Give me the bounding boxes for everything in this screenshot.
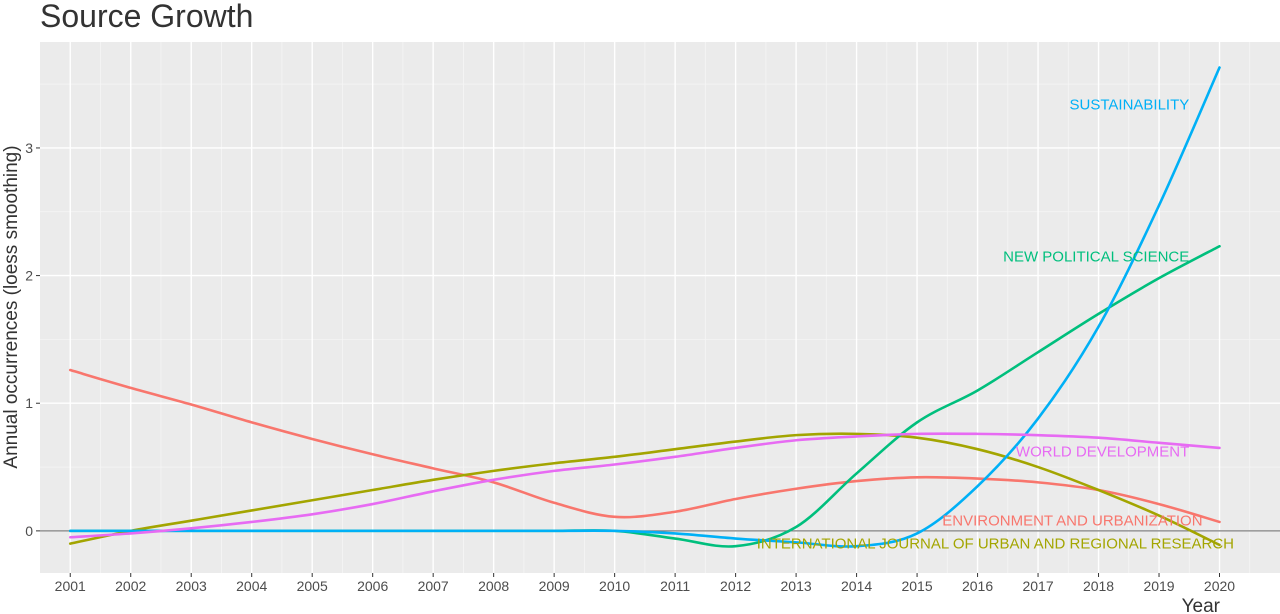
grid — [40, 42, 1280, 573]
axis-ticks: 2001 2002 2003 2004 2005 2006 2007 2008 2009 2010… — [25, 140, 1235, 594]
x-tick-label: 2006 — [357, 578, 388, 594]
x-tick-label: 2013 — [781, 578, 812, 594]
series-label-environment-and-urbanization: ENVIRONMENT AND URBANIZATION — [942, 513, 1202, 530]
x-tick-label: 2008 — [478, 578, 509, 594]
x-tick-label: 2018 — [1083, 578, 1114, 594]
y-tick-label: 2 — [25, 268, 33, 284]
x-tick-label: 2016 — [962, 578, 993, 594]
x-tick-label: 2019 — [1143, 578, 1174, 594]
x-tick-label: 2007 — [418, 578, 449, 594]
x-tick-label: 2001 — [55, 578, 86, 594]
y-tick-label: 1 — [25, 395, 33, 411]
series-label-new-political-science: NEW POLITICAL SCIENCE — [1003, 248, 1189, 265]
y-tick-label: 0 — [25, 523, 33, 539]
y-tick-label: 3 — [25, 140, 33, 156]
series-line-sustainability — [68, 66, 1221, 548]
x-tick-label: 2012 — [720, 578, 751, 594]
series-line-environment-and-urbanization — [68, 368, 1221, 524]
x-tick-label: 2015 — [901, 578, 932, 594]
x-tick-label: 2002 — [115, 578, 146, 594]
series-label-world-development: WORLD DEVELOPMENT — [1016, 444, 1189, 461]
series-line-world-development — [68, 432, 1221, 539]
x-tick-label: 2005 — [297, 578, 328, 594]
series-line-international-journal-of-urban-and-regional-research — [68, 432, 1221, 547]
x-tick-label: 2020 — [1204, 578, 1235, 594]
plot-panel — [40, 42, 1280, 573]
chart-title: Source Growth — [40, 0, 254, 34]
series-label-international-journal-of-urban-and-regional-research: INTERNATIONAL JOURNAL OF URBAN AND REGIO… — [757, 536, 1234, 553]
y-axis-title: Annual occurrences (loess smoothing) — [1, 145, 22, 468]
x-tick-label: 2003 — [176, 578, 207, 594]
x-tick-label: 2017 — [1022, 578, 1053, 594]
x-tick-label: 2010 — [599, 578, 630, 594]
x-tick-label: 2014 — [841, 578, 872, 594]
x-tick-label: 2011 — [660, 578, 690, 594]
series-label-sustainability: SUSTAINABILITY — [1070, 97, 1190, 114]
x-tick-label: 2009 — [539, 578, 570, 594]
x-tick-label: 2004 — [236, 578, 267, 594]
series-labels: ENVIRONMENT AND URBANIZATION INTERNATIONA… — [757, 97, 1234, 553]
x-axis-title: Year — [1182, 596, 1221, 614]
series-lines — [68, 66, 1221, 548]
